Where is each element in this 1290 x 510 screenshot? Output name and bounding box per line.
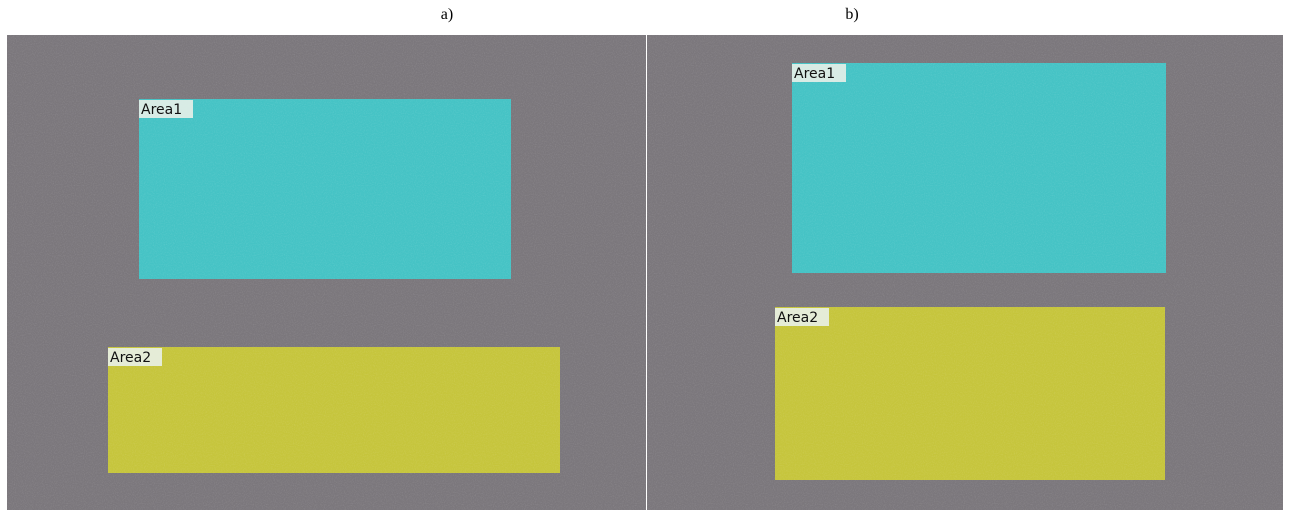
region-label: Area1 <box>141 102 182 118</box>
page: {"panels": [ {"caption": "a)", "regions"… <box>0 0 1290 510</box>
image-texture <box>647 35 1283 510</box>
figure: Area1 Area2 Area1 Area2 <box>0 0 1290 510</box>
region-label: Area2 <box>777 310 818 326</box>
region-label: Area2 <box>110 350 151 366</box>
panel: Area1 Area2 <box>647 35 1283 510</box>
panel: Area1 Area2 <box>7 35 646 510</box>
image-texture <box>7 35 646 510</box>
region-label: Area1 <box>794 66 835 82</box>
